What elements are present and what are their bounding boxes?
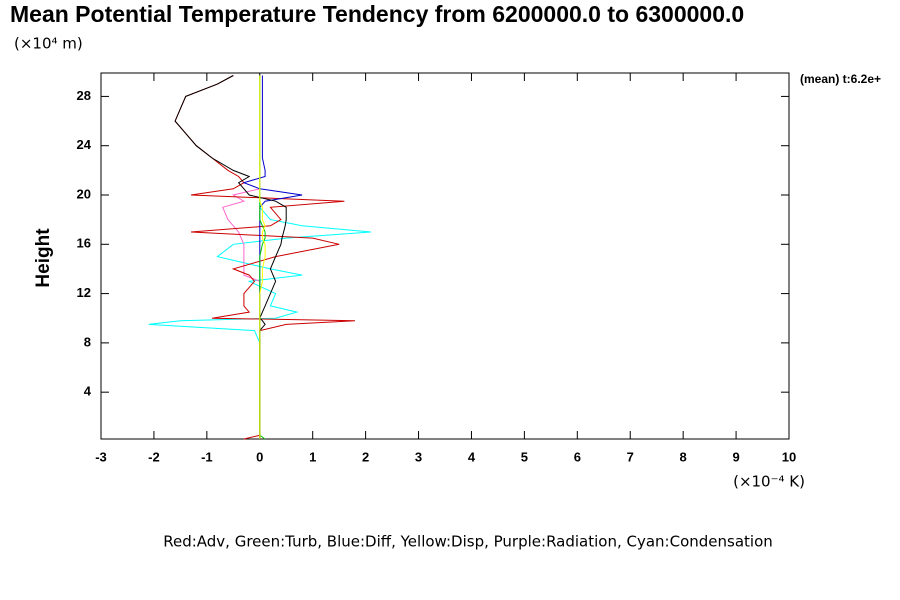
corner-label: (mean) t:6.2e+: [800, 72, 881, 86]
profile-line: [174, 75, 287, 439]
y-axis-label: Height: [33, 228, 54, 288]
x-tick-label: 3: [415, 449, 422, 464]
x-unit: (×10⁻⁴ K): [733, 473, 805, 491]
x-tick-label: -3: [95, 449, 107, 464]
x-tick-label: 10: [782, 449, 796, 464]
chart-title: Mean Potential Temperature Tendency from…: [10, 1, 744, 27]
x-tick-label: 7: [627, 449, 634, 464]
x-tick-label: 4: [468, 449, 476, 464]
plot-frame: [100, 72, 790, 440]
x-tick-label: 6: [574, 449, 581, 464]
profile-line: [222, 75, 261, 439]
x-tick-label: 5: [521, 449, 528, 464]
x-tick-label: 2: [362, 449, 369, 464]
x-tick-label: 0: [256, 449, 263, 464]
x-tick-label: -1: [201, 449, 213, 464]
x-tick-label: 9: [732, 449, 739, 464]
y-tick-label: 24: [77, 137, 92, 152]
x-tick-label: 1: [309, 449, 316, 464]
x-tick-label: 8: [680, 449, 687, 464]
legend-note: Red:Adv, Green:Turb, Blue:Diff, Yellow:D…: [163, 533, 773, 551]
y-tick-label: 8: [84, 334, 91, 349]
y-tick-label: 16: [77, 236, 91, 251]
x-tick-label: -2: [148, 449, 160, 464]
profile-line: [259, 75, 266, 439]
y-unit: (×10⁴ m): [14, 35, 83, 53]
y-tick-label: 20: [77, 186, 91, 201]
y-tick-label: 28: [77, 88, 91, 103]
y-tick-label: 4: [84, 384, 92, 399]
y-tick-label: 12: [77, 285, 91, 300]
